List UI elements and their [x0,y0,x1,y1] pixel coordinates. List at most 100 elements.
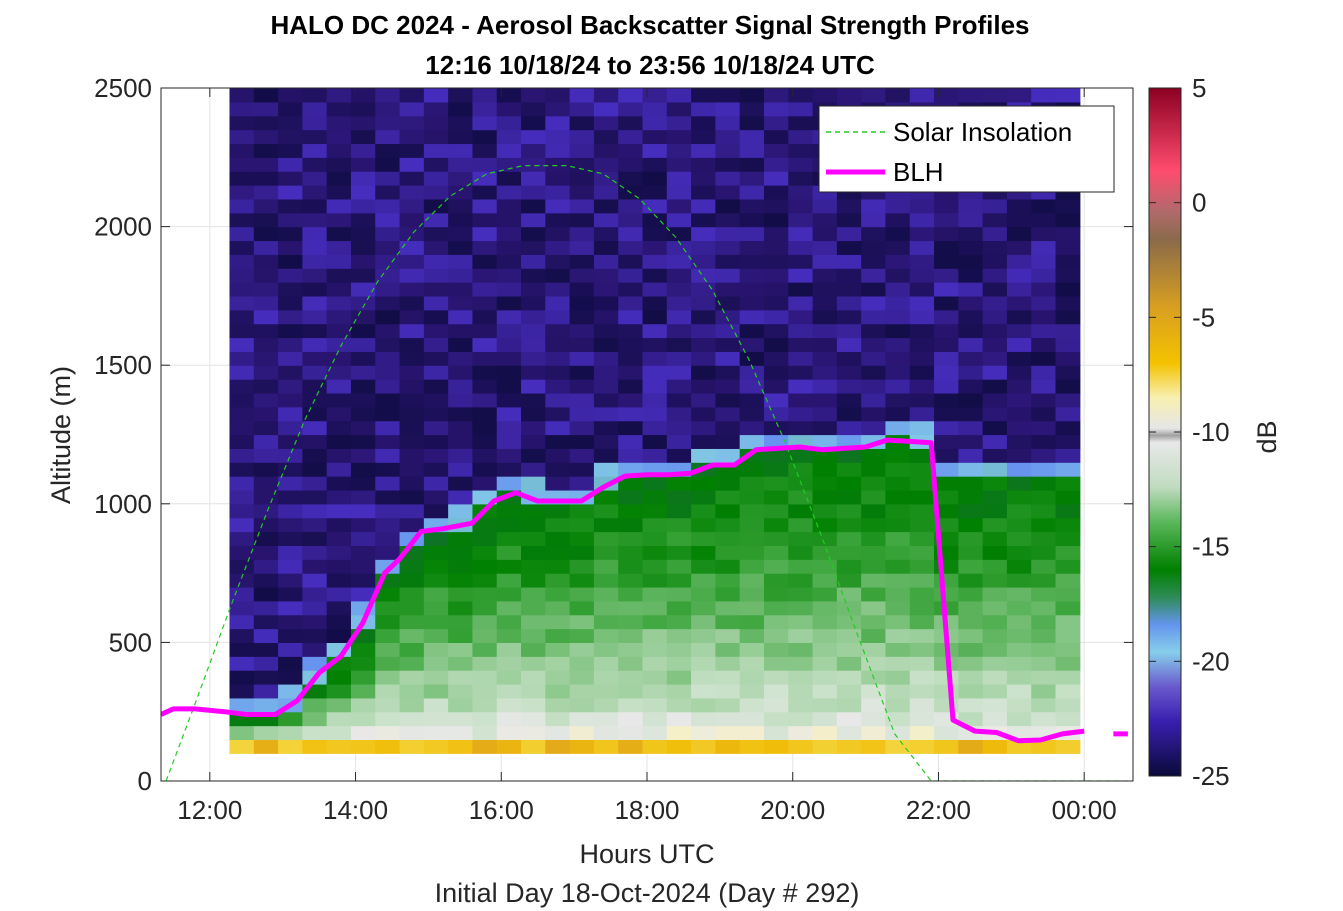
heatmap-cell [836,573,862,588]
heatmap-cell [812,240,838,255]
heatmap-cell [788,129,814,145]
heatmap-cell [278,531,303,546]
heatmap-cell [545,295,571,311]
heatmap-cell [715,711,741,727]
heatmap-cell [472,129,498,145]
heatmap-cell [278,434,303,449]
heatmap-cell [399,309,425,325]
heatmap-cell [399,670,425,685]
heatmap-cell [253,295,279,311]
heatmap-cell [1055,476,1081,491]
heatmap-cell [836,88,862,103]
heatmap-cell [593,725,619,741]
heatmap-cell [472,697,498,713]
heatmap-cell [593,517,619,533]
heatmap-cell [691,171,716,186]
heatmap-cell [326,600,352,616]
heatmap-cell [812,614,838,630]
heatmap-cell [423,711,449,727]
heatmap-cell [1006,628,1032,643]
heatmap-cell [812,503,838,519]
heatmap-cell [618,240,644,255]
heatmap-cell [885,406,911,422]
heatmap-cell [229,531,255,546]
heatmap-cell [375,614,401,630]
heatmap-cell [739,240,765,255]
heatmap-cell [715,101,741,117]
heatmap-cell [229,240,255,255]
heatmap-cell [1006,545,1032,560]
heatmap-cell [691,476,716,491]
heatmap-cell [1031,600,1057,616]
heatmap-cell [472,683,498,699]
heatmap-cell [715,365,741,380]
heatmap-cell [642,254,668,269]
heatmap-cell [278,129,303,145]
heatmap-cell [618,739,644,754]
heatmap-cell [812,379,838,394]
heatmap-cell [909,559,935,574]
heatmap-cell [618,448,644,463]
heatmap-cell [885,517,911,533]
heatmap-cell [545,268,571,283]
heatmap-cell [496,240,522,255]
heatmap-cell [350,88,376,103]
heatmap-cell [788,531,814,546]
heatmap-cell [1006,586,1032,602]
heatmap-cell [350,586,376,602]
heatmap-cell [861,531,887,546]
heatmap-cell [1006,434,1032,449]
heatmap-cell [1055,323,1081,339]
heatmap-cell [278,226,303,242]
heatmap-cell [909,448,935,463]
heatmap-cell [350,295,376,311]
heatmap-cell [253,725,279,741]
heatmap-cell [521,365,546,380]
heatmap-cell [375,268,401,283]
heatmap-cell [593,240,619,255]
heatmap-cell [278,115,303,131]
heatmap-cell [642,212,668,228]
heatmap-cell [691,268,716,283]
heatmap-cell [253,198,279,214]
heatmap-cell [1031,683,1057,699]
heatmap-cell [423,489,449,505]
heatmap-cell [909,656,935,671]
heatmap-cell [715,448,741,463]
heatmap-cell [545,545,571,560]
heatmap-cell [350,462,376,477]
heatmap-cell [763,434,789,449]
heatmap-cell [788,642,814,657]
heatmap-cell [423,683,449,699]
heatmap-cell [1031,656,1057,671]
heatmap-cell [666,476,692,491]
heatmap-cell [763,365,789,380]
heatmap-cell [788,683,814,699]
heatmap-cell [496,323,522,339]
heatmap-cell [302,379,328,394]
heatmap-cell [326,268,352,283]
heatmap-cell [763,573,789,588]
heatmap-cell [229,392,255,408]
heatmap-cell [375,628,401,643]
heatmap-cell [788,420,814,436]
heatmap-cell [593,171,619,186]
heatmap-cell [350,531,376,546]
heatmap-cell [569,406,595,422]
heatmap-cell [666,434,692,449]
heatmap-cell [569,642,595,657]
heatmap-cell [691,628,716,643]
heatmap-cell [1031,559,1057,574]
heatmap-cell [909,365,935,380]
heatmap-cell [836,545,862,560]
heatmap-cell [593,434,619,449]
heatmap-cell [423,559,449,574]
heatmap-cell [715,656,741,671]
heatmap-cell [399,559,425,574]
heatmap-cell [399,392,425,408]
legend: Solar Insolation BLH [818,105,1115,193]
heatmap-cell [1055,295,1081,311]
heatmap-cell [1031,545,1057,560]
heatmap-cell [739,323,765,339]
heatmap-cell [836,365,862,380]
